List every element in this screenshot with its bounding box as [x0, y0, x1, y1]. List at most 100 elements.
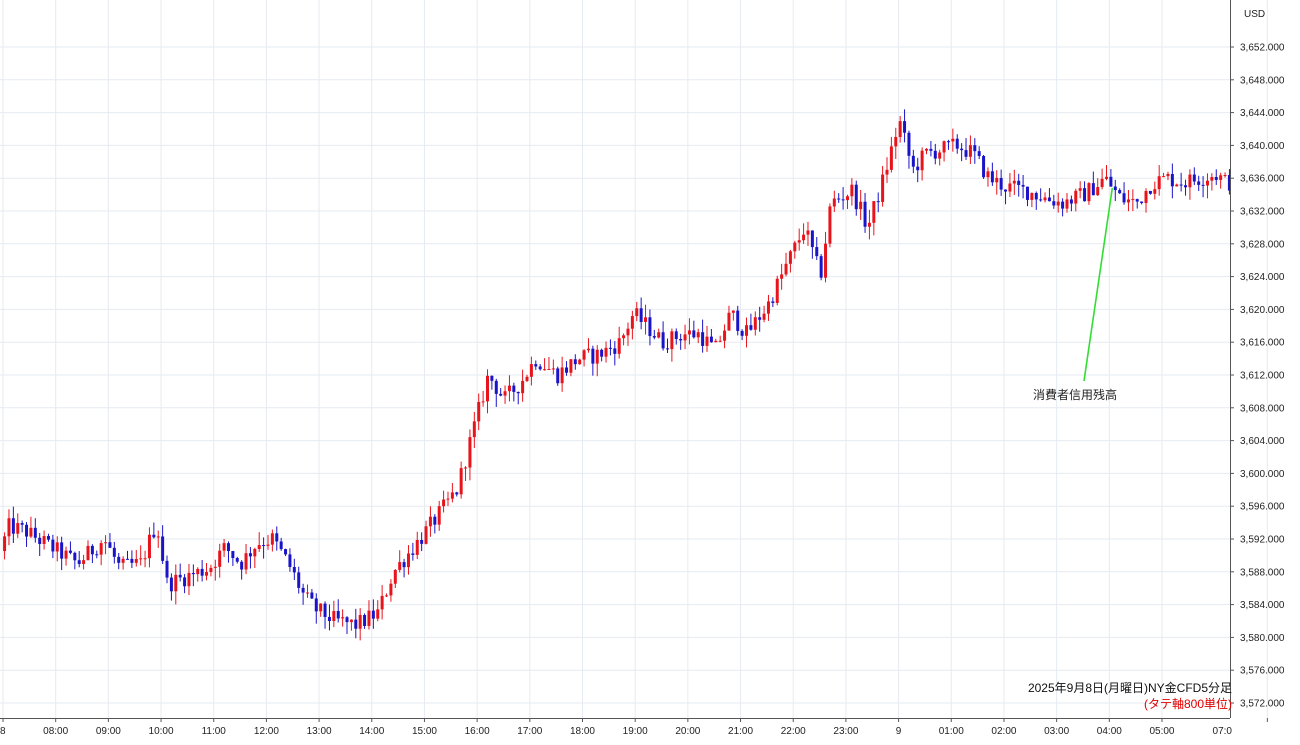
candle-body [147, 534, 151, 559]
currency-label: USD [1244, 9, 1266, 20]
candle-body [762, 313, 766, 320]
candle-body [73, 552, 77, 561]
candle-body [525, 376, 529, 381]
candle-body [248, 553, 252, 557]
candle-body [916, 166, 920, 171]
candle-body [819, 256, 823, 278]
candle-body [46, 536, 50, 540]
candle-body [191, 572, 195, 575]
candle-body [775, 278, 779, 303]
x-tick-label: 02:00 [991, 726, 1016, 737]
x-tick-label: 13:00 [307, 726, 332, 737]
candle-body [60, 542, 64, 559]
candle-body [521, 380, 525, 394]
candle-body [455, 492, 459, 495]
candle-body [815, 247, 819, 257]
candle-body [600, 349, 604, 357]
x-tick-label: 19:00 [623, 726, 648, 737]
candle-body [854, 184, 858, 210]
y-tick-label: 3,640.000 [1240, 141, 1285, 152]
candle-body [25, 524, 29, 537]
caption-line-1: 2025年9月8日(月曜日)NY金CFD5分足 [1027, 681, 1232, 695]
candle-body [240, 561, 244, 570]
candle-body [885, 169, 889, 175]
candle-body [1192, 174, 1196, 182]
candle-body [925, 148, 929, 151]
candle-body [503, 391, 507, 396]
candle-body [740, 330, 744, 336]
candle-body [837, 198, 841, 200]
candle-body [749, 325, 753, 330]
candle-body [1210, 177, 1214, 181]
candle-body [512, 385, 516, 392]
x-tick-label: 15:00 [412, 726, 437, 737]
candle-body [1157, 176, 1161, 190]
candle-body [371, 610, 375, 619]
candle-body [1118, 190, 1122, 194]
x-tick-label: 17:00 [517, 726, 542, 737]
candle-body [771, 301, 775, 303]
candle-body [327, 616, 331, 622]
candle-body [117, 556, 121, 563]
candle-body [701, 332, 705, 346]
candle-body [336, 611, 340, 619]
candle-body [881, 174, 885, 202]
candle-body [951, 138, 955, 142]
candle-body [38, 537, 42, 544]
candle-body [341, 617, 345, 619]
candle-body [275, 533, 279, 542]
candle-body [464, 467, 468, 469]
candle-body [126, 558, 130, 560]
candle-body [161, 536, 165, 561]
candle-body [1083, 188, 1087, 202]
candle-body [354, 619, 358, 629]
candle-body [29, 527, 33, 537]
x-tick-label: 14:00 [359, 726, 384, 737]
candle-body [990, 171, 994, 183]
x-tick-label: 20:00 [675, 726, 700, 737]
candle-body [630, 316, 634, 329]
candle-body [446, 498, 450, 500]
candle-body [867, 222, 871, 227]
candle-body [968, 145, 972, 157]
candle-body [679, 338, 683, 341]
candle-body [758, 317, 762, 320]
candle-body [644, 317, 648, 322]
candle-body [1004, 189, 1008, 192]
candle-body [784, 263, 788, 275]
candle-body [266, 544, 270, 546]
candle-body [723, 330, 727, 341]
candle-body [42, 536, 46, 544]
x-tick-label: 03:00 [1044, 726, 1069, 737]
candle-body [288, 554, 292, 567]
candle-body [543, 369, 547, 371]
candle-body [415, 539, 419, 555]
candle-body [1025, 186, 1029, 200]
y-tick-label: 3,632.000 [1240, 207, 1285, 218]
candle-body [270, 533, 274, 545]
candle-body [51, 539, 55, 552]
candle-body [608, 347, 612, 349]
candle-body [187, 572, 191, 587]
candle-body [1065, 199, 1069, 209]
candle-body [824, 243, 828, 278]
candle-body [1008, 183, 1012, 192]
candle-body [86, 545, 90, 561]
candle-body [380, 595, 384, 610]
candle-body [1113, 186, 1117, 191]
candle-body [99, 543, 103, 555]
y-tick-label: 3,596.000 [1240, 502, 1285, 513]
candle-body [1056, 201, 1060, 206]
candle-body [1197, 181, 1201, 185]
candle-body [1170, 173, 1174, 187]
candle-body [77, 560, 81, 564]
candle-body [385, 595, 389, 597]
candle-body [1091, 183, 1095, 196]
candle-body [363, 615, 367, 626]
candle-body [1030, 192, 1034, 200]
candle-body [139, 558, 143, 560]
candle-body [428, 516, 432, 527]
candle-body [806, 230, 810, 235]
x-tick-label: 11:00 [202, 726, 227, 737]
